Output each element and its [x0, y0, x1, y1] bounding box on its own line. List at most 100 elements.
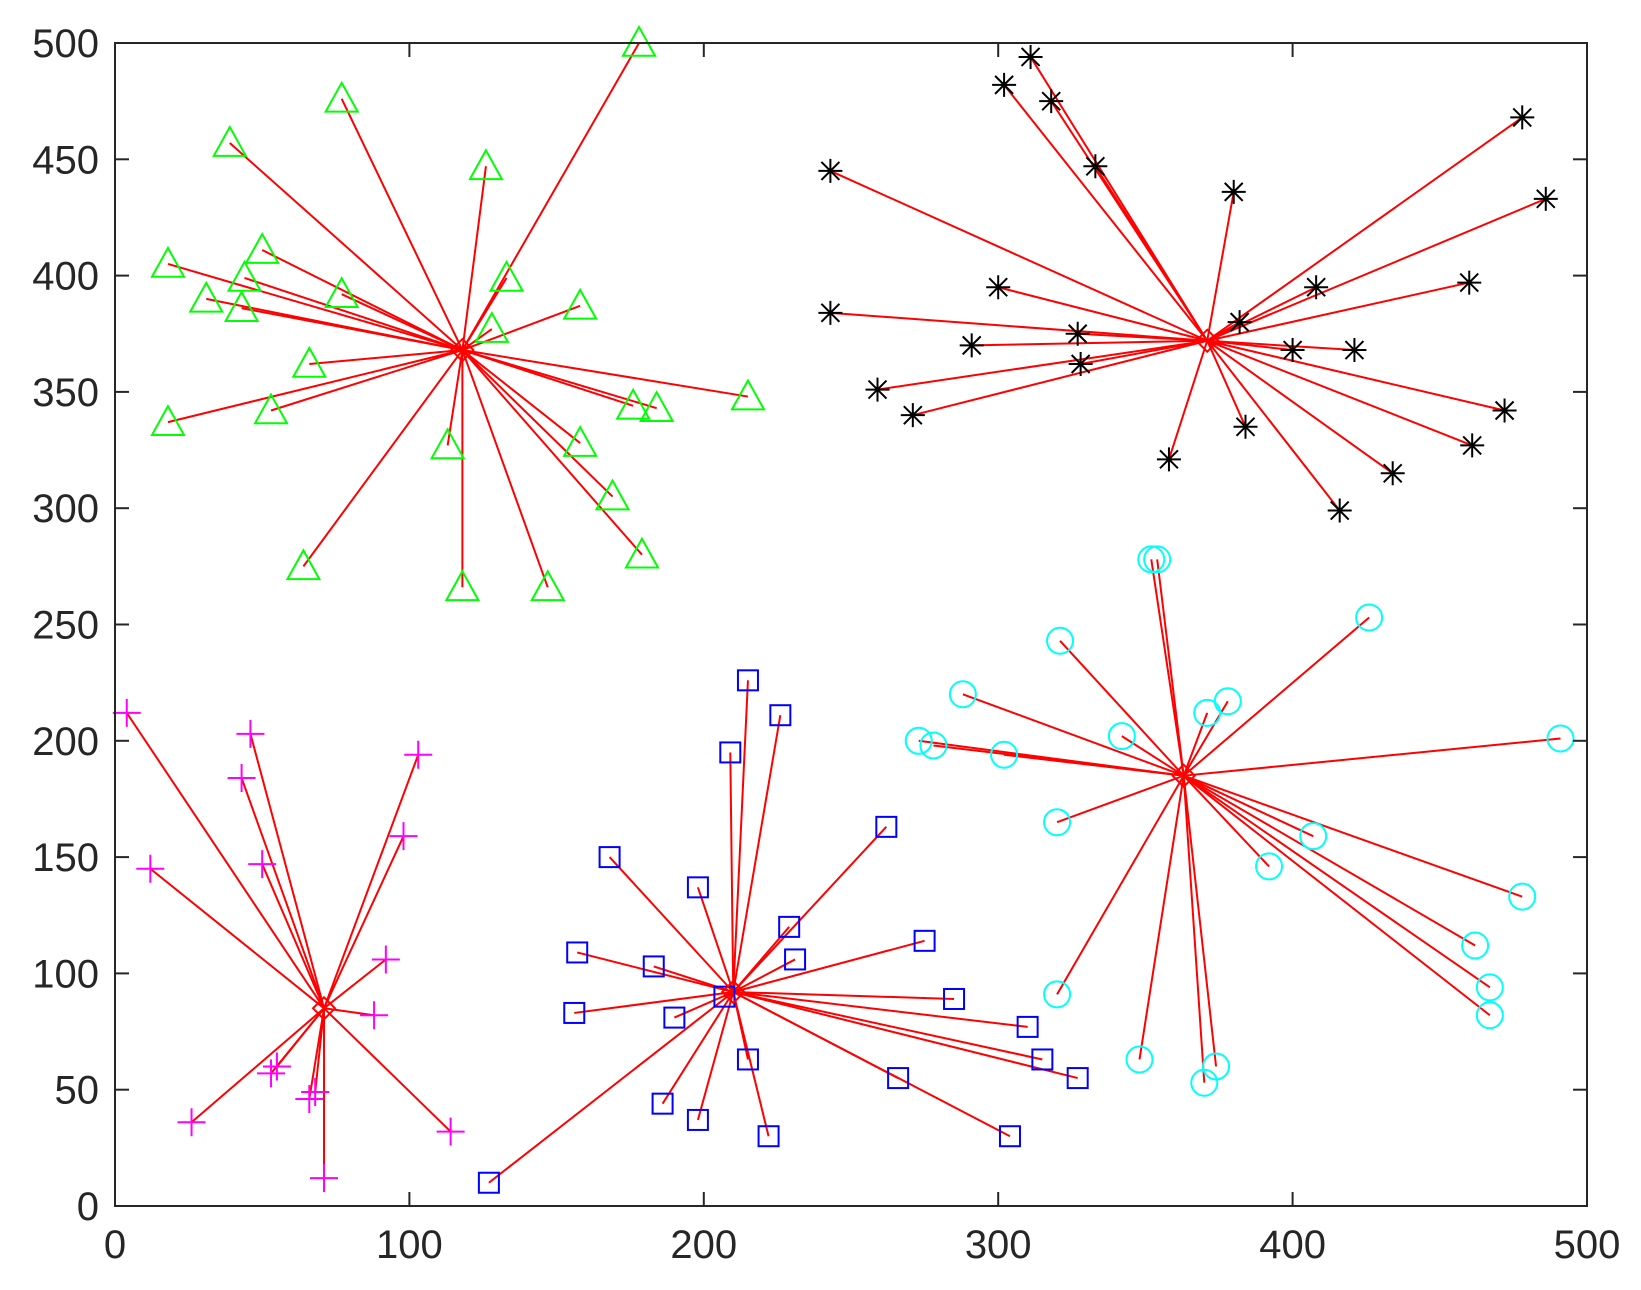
- cluster-3-point: [1255, 852, 1284, 881]
- cluster-4-point: [998, 1125, 1021, 1148]
- cluster-5-point: [112, 698, 141, 727]
- cluster-1-link: [261, 249, 463, 351]
- cluster-5-link: [240, 777, 325, 1009]
- cluster-1-point: [323, 80, 360, 113]
- cluster-2-point: [1233, 414, 1258, 439]
- cluster-2-center: [1194, 328, 1220, 354]
- cluster-3-point: [1043, 980, 1072, 1009]
- cluster-4-point: [719, 741, 742, 764]
- cluster-1-link: [270, 349, 463, 412]
- y-axis: 0 50 100 150 200 250 300 350 400 450 500: [32, 22, 1587, 1229]
- cluster-5-link: [261, 863, 325, 1009]
- cluster-4-point: [887, 1067, 910, 1090]
- cluster-5-point: [310, 1164, 339, 1193]
- cluster-3-link: [1183, 616, 1370, 777]
- cluster-2-link: [1206, 321, 1241, 342]
- cluster-4-point: [642, 955, 665, 978]
- cluster-2-link: [971, 339, 1208, 347]
- cluster-1-point: [638, 390, 675, 422]
- cluster-4-link: [733, 991, 1043, 1061]
- cluster-5-point: [301, 1078, 330, 1107]
- cluster-4-link: [732, 680, 749, 993]
- y-tick-label: 50: [55, 1069, 100, 1113]
- cluster-4-link: [576, 951, 734, 993]
- cluster-4-point: [769, 704, 792, 727]
- cluster-3-link: [1182, 775, 1206, 1083]
- cluster-1-link: [461, 166, 487, 351]
- cluster-4-link: [732, 715, 782, 993]
- cluster-5-link: [249, 733, 325, 1009]
- x-tick-label: 0: [104, 1223, 126, 1267]
- cluster-3-point: [1299, 822, 1328, 851]
- cluster-1-link: [461, 349, 614, 498]
- cluster-1-link: [341, 293, 463, 351]
- cluster-5-link: [125, 712, 325, 1009]
- cluster-3-point: [1107, 722, 1136, 751]
- cluster-3-point: [1546, 724, 1575, 753]
- x-tick-label: 400: [1259, 1223, 1326, 1267]
- cluster-3-center: [1171, 763, 1197, 789]
- cluster-3-point: [1475, 1001, 1504, 1030]
- cluster-4-link: [733, 991, 955, 1000]
- cluster-1-point: [468, 148, 504, 181]
- cluster-2-point: [992, 72, 1017, 97]
- cluster-5-link: [276, 1007, 325, 1068]
- cluster-5-link: [323, 835, 405, 1009]
- cluster-4-link: [732, 991, 1078, 1080]
- cluster-3-link: [1183, 737, 1561, 777]
- cluster-3-link: [1059, 640, 1185, 777]
- cluster-4-point: [686, 876, 709, 899]
- cluster-2-point: [1457, 270, 1482, 295]
- cluster-2-point: [986, 275, 1011, 300]
- cluster-3-point: [1193, 698, 1222, 727]
- cluster-2-point: [959, 333, 984, 358]
- cluster-1-point: [150, 404, 186, 436]
- cluster-1-link: [461, 349, 549, 588]
- cluster-3-point: [1475, 973, 1504, 1002]
- cluster-5-point: [236, 719, 265, 748]
- cluster-3-point: [990, 740, 1019, 769]
- cluster-1-link: [229, 142, 464, 351]
- cluster-2-point: [1039, 89, 1064, 114]
- cluster-2-point: [1156, 447, 1181, 472]
- cluster-1-point: [615, 387, 651, 420]
- cluster-1-point: [621, 24, 657, 57]
- cluster-4-point: [477, 1171, 500, 1194]
- cluster-4-point: [1031, 1048, 1054, 1071]
- cluster-1-link: [241, 307, 463, 352]
- cluster-2-link: [1206, 339, 1394, 475]
- cluster-2-link: [1206, 116, 1523, 342]
- x-tick-label: 100: [376, 1223, 443, 1267]
- cluster-3-point: [1143, 545, 1172, 574]
- cluster-2-link: [1206, 191, 1235, 341]
- cluster-5-link: [190, 1007, 325, 1124]
- cluster-2-link: [877, 339, 1208, 391]
- cluster-1-link: [462, 349, 634, 407]
- x-tick-label: 300: [965, 1223, 1032, 1267]
- data-markers: [112, 24, 1575, 1194]
- cluster-2-link: [829, 170, 1208, 342]
- cluster-1-point: [223, 290, 260, 322]
- cluster-4-link: [574, 991, 734, 1014]
- y-tick-label: 250: [32, 604, 99, 648]
- cluster-1-point: [188, 280, 224, 313]
- cluster-3-point: [919, 731, 948, 760]
- cluster-1-point: [594, 478, 631, 511]
- cluster-1-point: [474, 311, 510, 343]
- cluster-4-point: [663, 1006, 686, 1029]
- cluster-2-point: [1280, 338, 1305, 363]
- cluster-2-point: [1342, 338, 1367, 363]
- cluster-5-point: [295, 1085, 324, 1113]
- y-tick-label: 0: [77, 1185, 99, 1229]
- cluster-2-point: [1327, 498, 1352, 523]
- cluster-4-link: [732, 991, 770, 1137]
- cluster-3-point: [1508, 882, 1537, 911]
- cluster-5-point: [371, 945, 400, 974]
- cluster-5-point: [436, 1117, 465, 1146]
- cluster-5-point: [248, 850, 277, 879]
- cluster-5-point: [262, 1052, 291, 1081]
- cluster-1-link: [340, 98, 464, 351]
- cluster-2-point: [1533, 186, 1558, 211]
- cluster-2-point: [1380, 461, 1405, 486]
